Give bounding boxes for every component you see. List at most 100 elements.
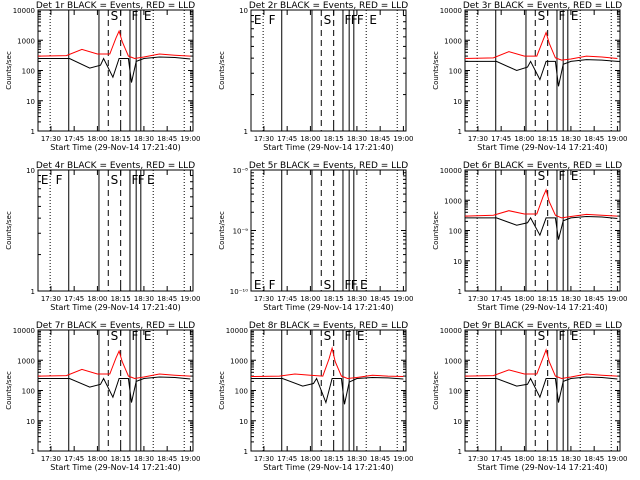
- y-axis-label: Counts/sec: [432, 371, 440, 410]
- x-tick-label: 18:00: [300, 295, 320, 303]
- segment-letter: F: [269, 13, 276, 27]
- y-tick-label: 1: [458, 448, 462, 456]
- y-tick-label: 100: [449, 228, 462, 236]
- x-tick-label: 18:45: [370, 455, 390, 463]
- panel-title: Det 6r BLACK = Events, RED = LLD: [463, 161, 622, 171]
- x-tick-label: 18:45: [584, 455, 604, 463]
- segment-letter: F: [132, 173, 139, 187]
- y-tick-label: 100: [235, 388, 248, 396]
- series-events-line: [38, 376, 191, 403]
- segment-letter: S: [111, 9, 119, 23]
- segment-letter: F: [351, 278, 358, 292]
- series-events-line: [251, 376, 404, 405]
- segment-letter: S: [111, 329, 119, 343]
- x-tick-label: 18:45: [157, 295, 177, 303]
- x-tick-label: 18:15: [324, 135, 344, 143]
- x-tick-label: 19:00: [607, 295, 627, 303]
- y-tick-label: 100: [449, 68, 462, 76]
- y-tick-label: 10: [453, 258, 462, 266]
- x-tick-label: 18:00: [514, 135, 534, 143]
- y-tick-label: 10⁻⁹: [233, 228, 249, 236]
- y-tick-label: 1000: [230, 357, 248, 365]
- segment-letter: F: [132, 9, 139, 23]
- y-tick-label: 1: [31, 128, 35, 136]
- y-tick-label: 10: [26, 98, 35, 106]
- panel-det-9: Det 9r BLACK = Events, RED = LLD Counts/s…: [432, 321, 628, 472]
- x-tick-label: 17:45: [277, 135, 297, 143]
- x-tick-label: 17:30: [41, 135, 61, 143]
- x-tick-label: 17:45: [491, 135, 511, 143]
- y-tick-label: 1000: [444, 37, 462, 45]
- series-lld-line: [464, 30, 618, 61]
- x-tick-label: 17:30: [468, 135, 488, 143]
- x-tick-label: 18:00: [87, 455, 107, 463]
- y-tick-label: 1: [31, 288, 35, 296]
- segment-letter: F: [345, 13, 352, 27]
- x-tick-label: 18:30: [347, 455, 367, 463]
- x-tick-label: 17:45: [491, 295, 511, 303]
- segment-letter: E: [571, 9, 579, 23]
- x-axis-label: Start Time (29-Nov-14 17:21:40): [50, 303, 180, 312]
- y-axis-label: Counts/sec: [218, 51, 226, 90]
- x-axis-label: Start Time (29-Nov-14 17:21:40): [263, 303, 393, 312]
- y-axis-label: Counts/sec: [432, 51, 440, 90]
- x-tick-label: 18:45: [157, 455, 177, 463]
- x-axis-label: Start Time (29-Nov-14 17:21:40): [50, 463, 180, 472]
- x-tick-label: 18:30: [347, 295, 367, 303]
- y-tick-label: 10: [26, 167, 35, 175]
- plot-frame: [250, 9, 407, 132]
- x-tick-label: 18:15: [111, 455, 131, 463]
- segment-letter: E: [144, 329, 152, 343]
- x-tick-label: 18:15: [324, 295, 344, 303]
- x-tick-label: 17:45: [64, 295, 84, 303]
- y-axis-label: Counts/sec: [5, 51, 13, 90]
- segment-letter: F: [269, 278, 276, 292]
- segment-letter: E: [254, 278, 262, 292]
- x-tick-label: 18:00: [87, 135, 107, 143]
- panel-det-1: Det 1r BLACK = Events, RED = LLD Counts/s…: [5, 1, 201, 152]
- segment-letter: F: [132, 329, 139, 343]
- x-tick-label: 19:00: [180, 295, 200, 303]
- y-tick-label: 10: [453, 98, 462, 106]
- x-tick-label: 17:45: [277, 455, 297, 463]
- panel-det-5: Det 5r BLACK = Events, RED = LLD Counts/s…: [218, 161, 414, 312]
- x-tick-label: 19:00: [393, 135, 413, 143]
- y-tick-label: 10: [239, 7, 248, 15]
- x-tick-label: 17:30: [41, 295, 61, 303]
- y-tick-label: 1: [458, 128, 462, 136]
- y-tick-label: 10000: [440, 167, 462, 175]
- y-tick-label: 10000: [226, 327, 248, 335]
- series-lld-line: [37, 349, 191, 380]
- series-events-line: [38, 56, 191, 83]
- segment-letter: E: [254, 13, 262, 27]
- segment-letter: E: [571, 169, 579, 183]
- x-tick-label: 17:45: [491, 455, 511, 463]
- segment-letter: F: [345, 329, 352, 343]
- x-tick-label: 17:30: [41, 455, 61, 463]
- x-axis-label: Start Time (29-Nov-14 17:21:40): [263, 143, 393, 152]
- segment-letter: F: [138, 173, 145, 187]
- segment-letter: S: [111, 173, 119, 187]
- y-axis-label: Counts/sec: [218, 371, 226, 410]
- segment-letter: F: [56, 173, 63, 187]
- segment-letter: E: [571, 329, 579, 343]
- x-tick-label: 17:45: [64, 455, 84, 463]
- x-tick-label: 18:45: [157, 135, 177, 143]
- y-axis-label: Counts/sec: [432, 211, 440, 250]
- x-tick-label: 17:45: [64, 135, 84, 143]
- x-tick-label: 17:30: [468, 295, 488, 303]
- segment-letter: S: [538, 329, 546, 343]
- segment-letter: E: [147, 173, 155, 187]
- x-tick-label: 18:15: [111, 135, 131, 143]
- y-tick-label: 100: [22, 388, 35, 396]
- y-tick-label: 1000: [444, 197, 462, 205]
- panel-title: Det 7r BLACK = Events, RED = LLD: [36, 321, 195, 331]
- x-tick-label: 18:30: [134, 295, 154, 303]
- plot-frame: [37, 169, 194, 292]
- x-tick-label: 19:00: [607, 455, 627, 463]
- series-lld-line: [464, 348, 618, 380]
- segment-letter: F: [559, 329, 566, 343]
- x-tick-label: 17:30: [254, 295, 274, 303]
- x-tick-label: 18:45: [584, 295, 604, 303]
